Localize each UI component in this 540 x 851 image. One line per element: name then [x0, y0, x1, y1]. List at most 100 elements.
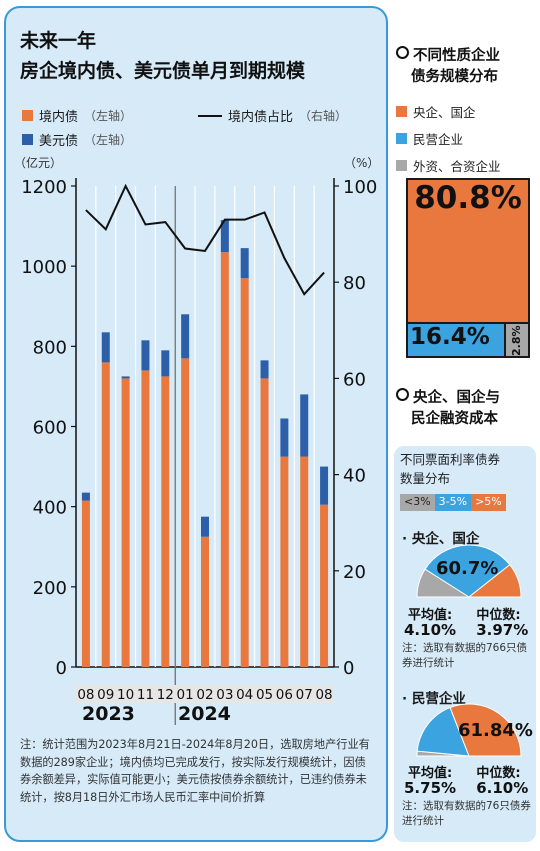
side1-legend-foreign: 外资、合资企业	[413, 159, 501, 174]
side1-legend-soe: 央企、国企	[413, 105, 476, 120]
side1-legend: 央企、国企 民营企业 外资、合资企业	[396, 102, 536, 175]
usd-bar	[181, 314, 190, 359]
soe-pie-slice	[467, 564, 522, 598]
domestic-bar	[320, 504, 329, 667]
legend-domestic: 境内债 （左轴）	[22, 106, 132, 125]
domestic-bar	[121, 378, 130, 667]
soe-note: 注：选取有数据的766只债券进行统计	[402, 642, 528, 669]
foreign-share-box	[504, 322, 530, 358]
soe-pie-slice	[424, 544, 511, 598]
domestic-bar	[300, 456, 309, 667]
domestic-bar	[141, 370, 150, 667]
usd-bar	[320, 466, 329, 505]
x-tick-label: 08	[77, 687, 94, 703]
foreign-swatch	[396, 160, 407, 171]
soe-avg-label: 平均值:	[408, 608, 453, 623]
x-tick-label: 01	[177, 687, 194, 703]
soe-pie-highlight: 60.7%	[436, 558, 499, 579]
y-right-tick-label: 40	[343, 466, 366, 487]
x-tick-label: 10	[117, 687, 134, 703]
financing-cost-panel	[394, 446, 536, 842]
ratio-line	[85, 183, 325, 296]
x-tick-label: 07	[296, 687, 313, 703]
private-swatch	[396, 133, 407, 144]
domestic-bar	[240, 278, 249, 667]
legend-domestic-axis: （左轴）	[84, 109, 133, 123]
bullet-circle-icon	[396, 46, 409, 59]
private-pie-title: · 民营企业	[402, 691, 466, 707]
usd-bar	[121, 376, 130, 379]
soe-rate-pie	[416, 544, 522, 598]
soe-median-value: 3.97%	[476, 621, 529, 639]
x-tick-label: 08	[315, 687, 332, 703]
soe-swatch	[396, 106, 407, 117]
usd-bar	[101, 332, 110, 363]
chart-bars	[81, 220, 329, 667]
legend-usd-axis: （左轴）	[84, 133, 133, 147]
private-stats: 平均值: 中位数:	[408, 762, 521, 781]
side2-title-line1: 央企、国企与	[413, 390, 500, 406]
y-left-tick-label: 400	[33, 498, 67, 519]
x-tick-labels: 08 09 10 11 12 01 02 03 04 05 06 07 08	[76, 685, 334, 703]
private-avg-value: 5.75%	[404, 779, 457, 797]
domestic-bar	[81, 500, 90, 667]
year-2024-label: 2024	[178, 703, 231, 725]
y-left-tick-label: 1200	[21, 177, 67, 198]
soe-stats: 平均值: 中位数:	[408, 604, 521, 623]
foreign-share-label: 2.8%	[510, 325, 523, 356]
year-2023-label: 2023	[82, 703, 135, 725]
usd-bar	[161, 350, 170, 377]
x-label-strip	[76, 685, 334, 703]
main-bar-line-chart: （亿元） （%） 0200400600800100012000204060801…	[14, 155, 379, 725]
private-note: 注：选取有数据的76只债券进行统计	[402, 800, 531, 827]
y-left-tick-label: 600	[33, 418, 67, 439]
domestic-bar	[181, 358, 190, 667]
domestic-swatch	[22, 110, 33, 121]
soe-avg-value: 4.10%	[404, 621, 457, 639]
usd-bar	[240, 248, 249, 279]
y-right-tick-label: 20	[343, 562, 366, 583]
chart-title-line1: 未来一年	[20, 30, 97, 52]
domestic-bar	[101, 362, 110, 667]
main-footnote: 注：统计范围为2023年8月21日-2024年8月20日，选取房地产行业有数据的…	[20, 738, 370, 804]
private-avg-label: 平均值:	[408, 766, 453, 781]
private-pie-slice	[449, 703, 522, 757]
rate-dist-subtitle-line1: 不同票面利率债券	[400, 452, 501, 467]
side1-title-line2: 债务规模分布	[411, 69, 498, 85]
y-right-tick-label: 60	[343, 369, 366, 390]
legend-usd-label: 美元债	[39, 134, 79, 149]
bullet-circle-icon-2	[396, 388, 409, 401]
x-tick-label: 09	[97, 687, 114, 703]
ratio-line-swatch	[198, 114, 222, 117]
domestic-bar	[161, 376, 170, 667]
private-pie-title-text: 民营企业	[411, 691, 466, 707]
private-share-label: 16.4%	[410, 324, 490, 350]
x-tick-label: 02	[196, 687, 213, 703]
y-left-tick-label: 800	[33, 337, 67, 358]
private-share-box	[406, 322, 506, 358]
x-tick-label: 03	[216, 687, 233, 703]
domestic-bar	[220, 252, 229, 667]
side1-title-line1: 不同性质企业	[413, 48, 500, 64]
legend-usd: 美元债 （左轴）	[22, 130, 132, 149]
soe-pie-title-text: 央企、国企	[411, 531, 480, 547]
legend-domestic-label: 境内债	[39, 110, 79, 125]
chart-ratio-line	[85, 183, 325, 296]
y-left-tick-label: 1000	[21, 257, 67, 278]
soe-stat-values: 4.10% 3.97%	[404, 620, 528, 639]
side1-legend-private: 民营企业	[413, 132, 464, 147]
x-tick-label: 04	[236, 687, 253, 703]
usd-swatch	[22, 134, 33, 145]
legend-ratio-label: 境内债占比	[228, 110, 294, 125]
side2-heading: 央企、国企与 民企融资成本	[396, 388, 536, 430]
private-median-value: 6.10%	[476, 779, 529, 797]
legend-ratio-axis: （右轴）	[299, 109, 348, 123]
side1-heading: 不同性质企业 债务规模分布	[396, 46, 536, 88]
usd-bar	[141, 340, 150, 371]
soe-pie-title: · 央企、国企	[402, 531, 480, 547]
usd-bar	[260, 360, 269, 379]
x-tick-label: 05	[256, 687, 273, 703]
rate-legend: <3% 3-5% >5%	[400, 494, 506, 511]
usd-bar	[201, 516, 209, 537]
